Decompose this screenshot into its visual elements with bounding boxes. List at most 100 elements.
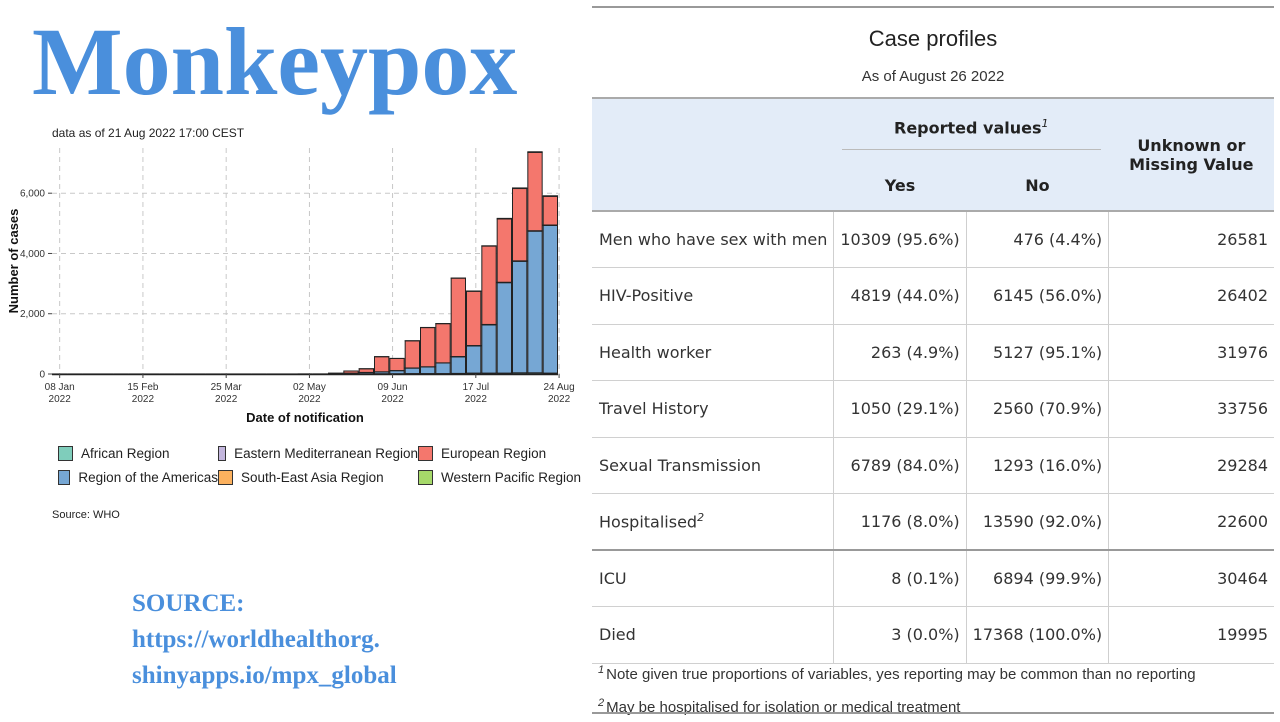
bar-segment bbox=[467, 291, 481, 345]
row-label: Travel History bbox=[592, 381, 834, 438]
cell-yes: 1050 (29.1%) bbox=[834, 381, 966, 438]
x-tick-label: 02 May bbox=[293, 382, 326, 393]
x-tick-year: 2022 bbox=[381, 394, 404, 405]
legend-item-eastern-mediterranean: Eastern Mediterranean Region bbox=[218, 446, 418, 461]
cell-unknown: 19995 bbox=[1109, 607, 1274, 664]
bar-segment bbox=[467, 346, 481, 373]
legend-item-western-pacific: Western Pacific Region bbox=[418, 470, 588, 485]
table-row: Died 3 (0.0%) 17368 (100.0%) 19995 bbox=[592, 607, 1274, 664]
page-title: Monkeypox bbox=[32, 6, 517, 118]
bar-segment bbox=[329, 373, 343, 374]
bar-segment bbox=[390, 358, 404, 370]
y-tick-label: 2,000 bbox=[20, 309, 45, 320]
x-tick-label: 08 Jan bbox=[45, 382, 75, 393]
cell-yes: 263 (4.9%) bbox=[834, 324, 966, 381]
bar-segment bbox=[513, 261, 527, 372]
cell-unknown: 33756 bbox=[1109, 381, 1274, 438]
x-tick-label: 25 Mar bbox=[211, 382, 243, 393]
x-tick-year: 2022 bbox=[132, 394, 155, 405]
legend-swatch bbox=[418, 470, 433, 485]
cell-unknown: 29284 bbox=[1109, 437, 1274, 494]
table-row: Health worker 263 (4.9%) 5127 (95.1%) 31… bbox=[592, 324, 1274, 381]
case-profiles-table: Reported values1 Unknown or Missing Valu… bbox=[592, 97, 1274, 664]
table-title: Case profiles bbox=[592, 26, 1274, 52]
bar-segment bbox=[405, 368, 419, 373]
legend-item-americas: Region of the Americas bbox=[58, 470, 218, 485]
bar-segment bbox=[528, 152, 542, 230]
cell-no: 5127 (95.1%) bbox=[966, 324, 1108, 381]
legend-label: European Region bbox=[441, 446, 546, 461]
header-no: No bbox=[966, 160, 1108, 211]
cell-unknown: 22600 bbox=[1109, 494, 1274, 551]
bar-segment bbox=[451, 278, 465, 356]
cell-no: 476 (4.4%) bbox=[966, 211, 1108, 268]
x-tick-label: 17 Jul bbox=[462, 382, 489, 393]
cell-unknown: 31976 bbox=[1109, 324, 1274, 381]
bar-segment bbox=[513, 189, 527, 261]
cell-yes: 4819 (44.0%) bbox=[834, 268, 966, 325]
y-tick-label: 0 bbox=[39, 370, 45, 381]
table-bottom-rule bbox=[592, 712, 1274, 714]
x-tick-label: 24 Aug bbox=[543, 382, 574, 393]
footnote-mark: 2 bbox=[697, 511, 704, 524]
bar-segment bbox=[543, 196, 557, 225]
bar-segment bbox=[543, 225, 557, 373]
row-label: Died bbox=[592, 607, 834, 664]
table-subtitle: As of August 26 2022 bbox=[592, 68, 1274, 85]
chart-legend: African Region Eastern Mediterranean Reg… bbox=[58, 446, 588, 485]
bar-segment bbox=[528, 152, 542, 153]
row-label: ICU bbox=[592, 550, 834, 607]
table-row: HIV-Positive 4819 (44.0%) 6145 (56.0%) 2… bbox=[592, 268, 1274, 325]
row-label: Men who have sex with men bbox=[592, 211, 834, 268]
y-tick-label: 6,000 bbox=[20, 189, 45, 200]
x-tick-year: 2022 bbox=[215, 394, 238, 405]
legend-swatch bbox=[218, 446, 226, 461]
bar-segment bbox=[405, 341, 419, 368]
bar-segment bbox=[482, 246, 496, 324]
legend-swatch bbox=[58, 470, 70, 485]
cell-unknown: 26581 bbox=[1109, 211, 1274, 268]
legend-item-european: European Region bbox=[418, 446, 588, 461]
cell-unknown: 26402 bbox=[1109, 268, 1274, 325]
legend-swatch bbox=[218, 470, 233, 485]
source-note-line: shinyapps.io/mpx_global bbox=[132, 658, 397, 694]
legend-label: South-East Asia Region bbox=[241, 470, 384, 485]
footnote-mark: 1 bbox=[1042, 117, 1049, 130]
footnote-mark: 2 bbox=[598, 697, 604, 709]
header-reported-values: Reported values1 bbox=[834, 98, 1109, 160]
bar-segment bbox=[497, 283, 511, 373]
legend-label: African Region bbox=[81, 446, 170, 461]
row-label: HIV-Positive bbox=[592, 268, 834, 325]
legend-label: Western Pacific Region bbox=[441, 470, 581, 485]
bar-segment bbox=[482, 325, 496, 373]
bar-segment bbox=[528, 231, 542, 373]
cell-no: 6145 (56.0%) bbox=[966, 268, 1108, 325]
table-row: Travel History 1050 (29.1%) 2560 (70.9%)… bbox=[592, 381, 1274, 438]
header-yes: Yes bbox=[834, 160, 966, 211]
header-blank bbox=[592, 98, 834, 211]
cell-no: 13590 (92.0%) bbox=[966, 494, 1108, 551]
x-tick-label: 15 Feb bbox=[127, 382, 159, 393]
x-tick-year: 2022 bbox=[49, 394, 72, 405]
cell-yes: 1176 (8.0%) bbox=[834, 494, 966, 551]
bar-segment bbox=[513, 188, 527, 189]
bar-segment bbox=[421, 367, 435, 374]
source-note: SOURCE: https://worldhealthorg. shinyapp… bbox=[132, 586, 397, 694]
footnote-mark: 1 bbox=[598, 664, 604, 676]
cell-no: 6894 (99.9%) bbox=[966, 550, 1108, 607]
bar-segment bbox=[436, 324, 450, 363]
table-row: Sexual Transmission 6789 (84.0%) 1293 (1… bbox=[592, 437, 1274, 494]
bar-segment bbox=[421, 328, 435, 367]
source-note-line: https://worldhealthorg. bbox=[132, 622, 397, 658]
x-tick-label: 09 Jun bbox=[378, 382, 408, 393]
y-axis-label: Number of cases bbox=[6, 209, 21, 314]
legend-item-african: African Region bbox=[58, 446, 218, 461]
bar-segment bbox=[451, 357, 465, 374]
chart-caption: data as of 21 Aug 2022 17:00 CEST bbox=[52, 126, 244, 140]
legend-item-south-east-asia: South-East Asia Region bbox=[218, 470, 418, 485]
row-label: Health worker bbox=[592, 324, 834, 381]
table-row: Men who have sex with men 10309 (95.6%) … bbox=[592, 211, 1274, 268]
bar-segment bbox=[344, 371, 358, 373]
cell-yes: 3 (0.0%) bbox=[834, 607, 966, 664]
